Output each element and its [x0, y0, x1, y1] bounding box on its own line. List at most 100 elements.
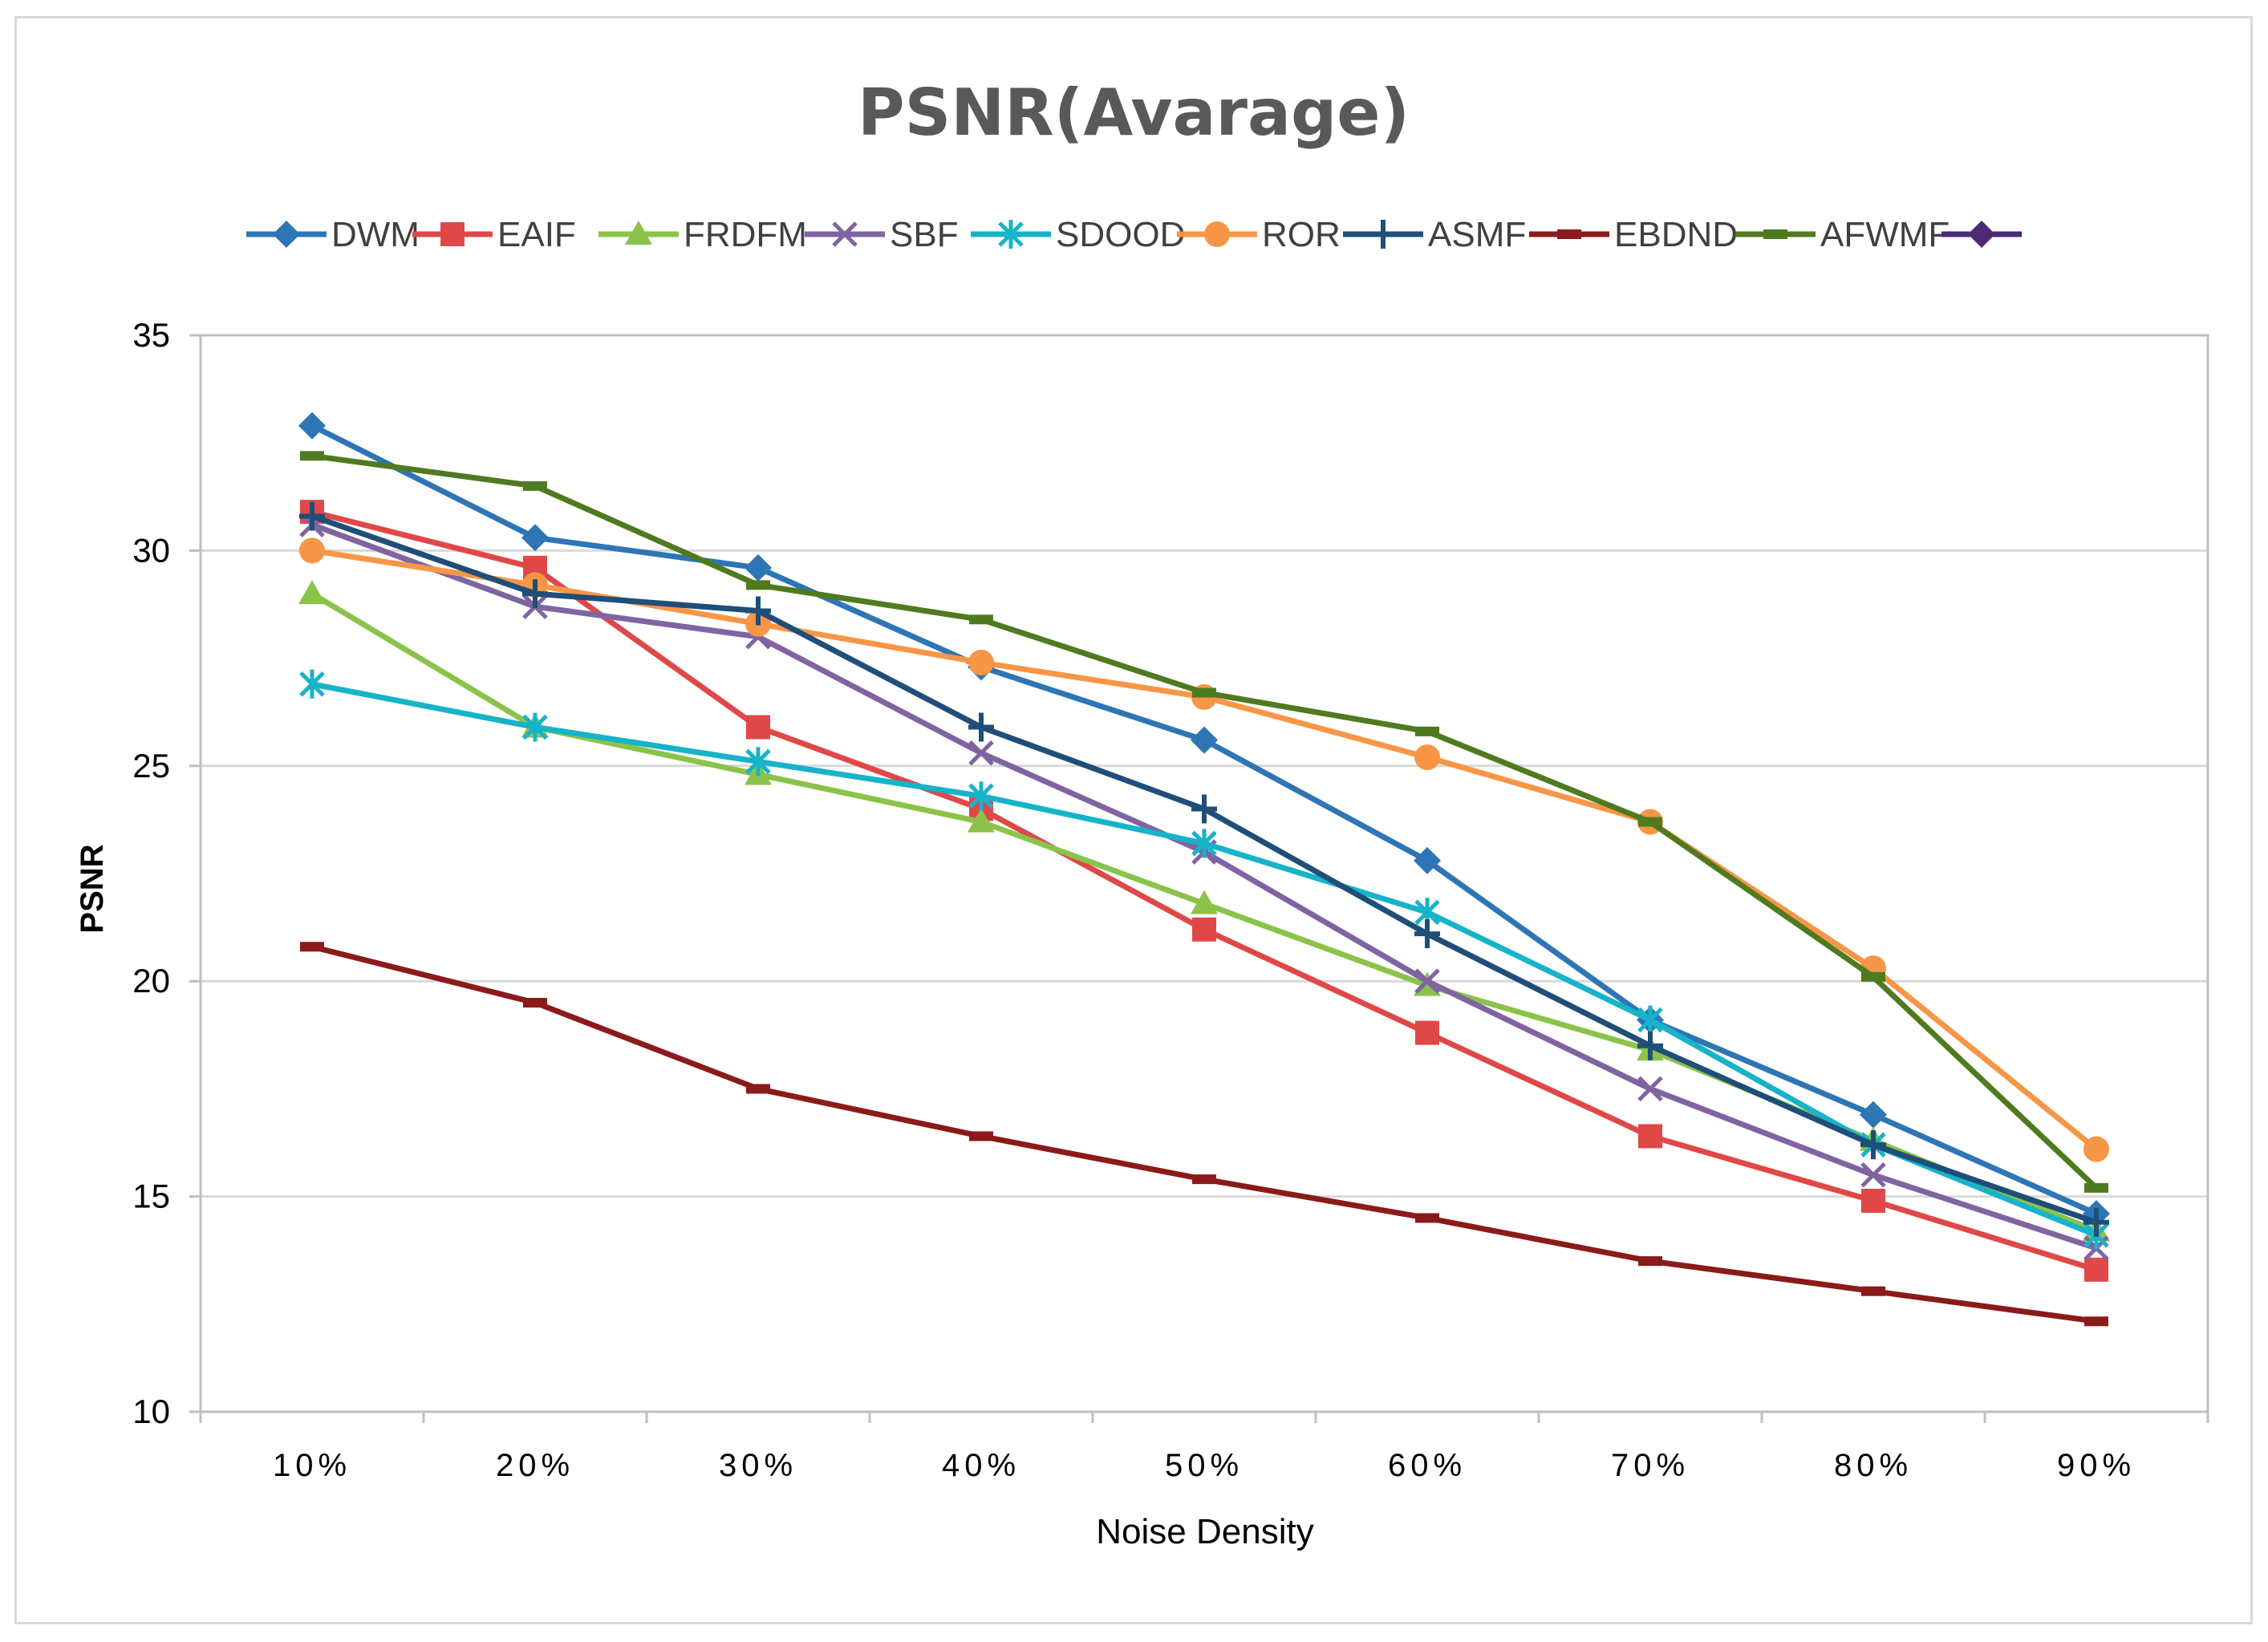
- data-point-afwmf: [969, 614, 993, 625]
- data-point-sdood: [745, 747, 771, 776]
- y-tick-label: 20: [132, 962, 170, 999]
- data-point-sdood: [522, 712, 548, 742]
- data-point-ebdnd: [523, 998, 547, 1008]
- x-tick-label: 30%: [719, 1448, 797, 1483]
- legend-item-ebdnd: EBDND: [1529, 215, 1738, 254]
- legend-label: ASMF: [1428, 215, 1526, 254]
- data-point-ebdnd: [1192, 1174, 1216, 1185]
- legend-swatch-marker: [1204, 221, 1230, 247]
- legend-swatch-marker: [273, 221, 300, 248]
- legend-label: FRDFM: [684, 215, 807, 254]
- series-line-ebdnd: [311, 943, 2097, 1324]
- legend-item-sdood: SDOOD: [971, 215, 1185, 254]
- data-point-sdood: [299, 669, 325, 699]
- data-point-asmf: [1637, 1031, 1663, 1060]
- legend-swatch-marker: [1557, 229, 1581, 239]
- data-point-ebdnd: [746, 1084, 770, 1094]
- data-point-asmf: [299, 501, 325, 531]
- data-point-ebdnd: [969, 1131, 993, 1141]
- legend-swatch-marker: [1968, 221, 1995, 248]
- legend: DWM EAIF FRDFM SBF SDOOD ROR ASMF EBDND AFWMF: [246, 215, 2022, 254]
- data-point-dwm: [298, 412, 326, 440]
- data-point-ebdnd: [1638, 1256, 1662, 1267]
- data-point-asmf: [2083, 1207, 2109, 1237]
- y-tick-label: 25: [132, 747, 170, 785]
- x-axis-label: Noise Density: [1096, 1512, 1313, 1551]
- legend-label: EAIF: [497, 215, 576, 254]
- legend-swatch-marker: [440, 222, 465, 246]
- data-point-afwmf: [1192, 687, 1216, 698]
- data-point-sbf: [1637, 1076, 1663, 1102]
- x-axis-ticks: 10% 20% 30% 40% 50% 60% 70% 80% 90%: [199, 1412, 2209, 1483]
- data-point-eaif: [1192, 917, 1216, 942]
- legend-swatch-marker: [832, 221, 858, 247]
- legend-swatch-marker: [625, 221, 652, 245]
- data-point-ror: [1414, 744, 1440, 771]
- data-point-asmf: [1191, 794, 1217, 824]
- y-tick-label: 15: [132, 1178, 170, 1215]
- data-point-dwm: [1860, 1101, 1887, 1129]
- data-point-ebdnd: [2084, 1316, 2108, 1327]
- data-point-ebdnd: [300, 942, 324, 952]
- y-axis-ticks: 10 15 20 25 30 35: [132, 316, 201, 1430]
- legend-item-dwm: DWM: [246, 215, 420, 254]
- data-point-afwmf: [523, 480, 547, 491]
- x-tick-label: 90%: [2057, 1448, 2136, 1483]
- data-point-sdood: [968, 781, 994, 811]
- legend-label: ROR: [1262, 215, 1341, 254]
- data-point-asmf: [522, 579, 548, 609]
- data-point-eaif: [746, 715, 770, 740]
- data-point-afwmf: [1861, 971, 1885, 982]
- x-tick-label: 40%: [942, 1448, 1020, 1483]
- data-point-eaif: [2084, 1257, 2108, 1282]
- series-sbf: [299, 512, 2109, 1261]
- data-point-afwmf: [2084, 1182, 2108, 1193]
- data-point-dwm: [745, 553, 772, 582]
- data-point-afwmf: [746, 580, 770, 590]
- x-tick-label: 80%: [1834, 1448, 1913, 1483]
- y-tick-label: 10: [132, 1393, 170, 1430]
- gridlines: [201, 334, 2208, 1413]
- data-point-ror: [968, 649, 994, 675]
- data-point-asmf: [1414, 919, 1440, 949]
- legend-label: DWM: [331, 215, 420, 254]
- legend-item-sbf: SBF: [805, 215, 959, 254]
- legend-item-asmf: ASMF: [1343, 215, 1526, 254]
- legend-label: EBDND: [1614, 215, 1738, 254]
- data-point-afwmf: [1415, 726, 1439, 736]
- data-point-asmf: [968, 712, 994, 742]
- y-tick-label: 35: [132, 316, 170, 354]
- data-point-dwm: [521, 524, 549, 552]
- data-point-asmf: [745, 596, 771, 626]
- x-tick-label: 20%: [496, 1448, 574, 1483]
- data-point-ror: [299, 537, 325, 564]
- y-tick-label: 30: [132, 531, 170, 569]
- data-point-eaif: [1861, 1188, 1885, 1213]
- data-point-afwmf: [1638, 817, 1662, 827]
- data-point-frdfm: [298, 580, 326, 605]
- y-axis-label: PSNR: [75, 844, 110, 933]
- x-tick-label: 10%: [273, 1448, 351, 1483]
- data-point-ebdnd: [1861, 1286, 1885, 1296]
- legend-swatch-marker: [998, 220, 1024, 249]
- series-ebdnd: [300, 942, 2108, 1327]
- data-point-afwmf: [300, 451, 324, 461]
- series-line-asmf: [310, 513, 2098, 1226]
- data-point-sbf: [1860, 1162, 1886, 1188]
- data-point-eaif: [1638, 1124, 1662, 1149]
- legend-label: AFWMF: [1820, 215, 1950, 254]
- data-point-sbf: [968, 740, 994, 766]
- data-point-ror: [2083, 1136, 2109, 1162]
- legend-item-ror: ROR: [1177, 215, 1341, 254]
- data-point-sdood: [1637, 1005, 1663, 1035]
- legend-swatch-marker: [1370, 220, 1396, 249]
- data-point-eaif: [1415, 1020, 1439, 1045]
- series-line-sbf: [310, 521, 2098, 1251]
- x-tick-label: 70%: [1611, 1448, 1690, 1483]
- data-point-asmf: [1860, 1130, 1886, 1160]
- series-afwmf: [300, 451, 2108, 1193]
- series-sdood: [299, 669, 2109, 1250]
- legend-item-frdfm: FRDFM: [598, 215, 807, 254]
- series-asmf: [299, 501, 2109, 1237]
